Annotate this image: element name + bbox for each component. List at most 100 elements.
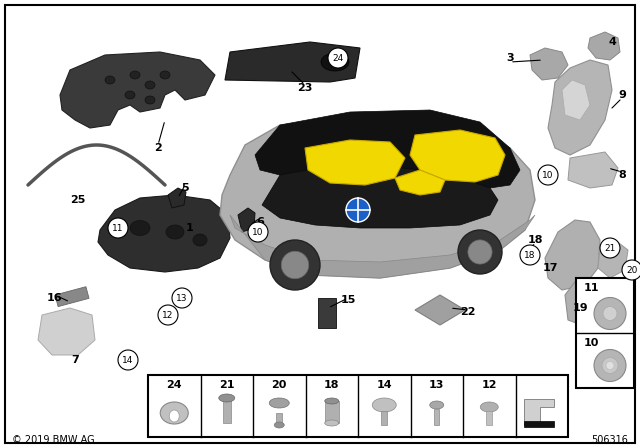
Ellipse shape	[429, 401, 444, 409]
Circle shape	[600, 238, 620, 258]
Ellipse shape	[125, 91, 135, 99]
Polygon shape	[530, 48, 568, 80]
Text: 4: 4	[608, 37, 616, 47]
Text: 17: 17	[542, 263, 557, 273]
Ellipse shape	[145, 81, 155, 89]
Bar	[148, 375, 568, 437]
Text: 10: 10	[252, 228, 264, 237]
Polygon shape	[225, 42, 360, 82]
Text: 2: 2	[154, 143, 162, 153]
Text: 22: 22	[460, 307, 476, 317]
Text: 14: 14	[376, 380, 392, 390]
Text: 21: 21	[219, 380, 234, 390]
Text: 14: 14	[122, 356, 134, 365]
Text: 3: 3	[506, 53, 514, 63]
Ellipse shape	[105, 76, 115, 84]
Polygon shape	[545, 220, 600, 290]
Polygon shape	[395, 170, 445, 195]
Bar	[318, 298, 336, 328]
Ellipse shape	[321, 53, 349, 71]
Circle shape	[281, 251, 308, 279]
Polygon shape	[60, 52, 215, 128]
Bar	[486, 411, 492, 425]
Polygon shape	[562, 80, 590, 120]
Text: 11: 11	[584, 283, 600, 293]
Circle shape	[248, 222, 268, 242]
Text: 10: 10	[542, 171, 554, 180]
Text: 7: 7	[71, 355, 79, 365]
Circle shape	[603, 306, 617, 320]
Polygon shape	[568, 152, 618, 188]
Text: 24: 24	[332, 53, 344, 63]
Text: 9: 9	[618, 90, 626, 100]
Ellipse shape	[169, 410, 179, 422]
Ellipse shape	[324, 420, 339, 426]
Polygon shape	[548, 60, 612, 155]
Text: 13: 13	[429, 380, 444, 390]
Text: 18: 18	[527, 235, 543, 245]
Text: 23: 23	[298, 83, 313, 93]
Text: 16: 16	[47, 293, 63, 303]
Polygon shape	[98, 195, 230, 272]
Bar	[576, 278, 634, 388]
Text: 10: 10	[584, 338, 600, 348]
Text: 18: 18	[524, 250, 536, 259]
Bar	[324, 401, 339, 423]
Circle shape	[158, 305, 178, 325]
Text: 12: 12	[481, 380, 497, 390]
Polygon shape	[565, 278, 610, 328]
Circle shape	[270, 240, 320, 290]
Text: 15: 15	[340, 295, 356, 305]
Ellipse shape	[145, 96, 155, 104]
Polygon shape	[168, 188, 186, 208]
Text: 8: 8	[618, 170, 626, 180]
Circle shape	[328, 48, 348, 68]
Polygon shape	[598, 240, 628, 278]
Polygon shape	[230, 215, 535, 278]
Polygon shape	[410, 130, 505, 182]
Circle shape	[594, 297, 626, 329]
Ellipse shape	[130, 220, 150, 236]
Polygon shape	[255, 110, 520, 188]
Bar	[524, 421, 554, 427]
Polygon shape	[38, 308, 95, 355]
Circle shape	[606, 362, 614, 370]
Ellipse shape	[275, 422, 284, 428]
Ellipse shape	[219, 394, 235, 402]
Text: 1: 1	[186, 223, 194, 233]
Text: 11: 11	[112, 224, 124, 233]
Polygon shape	[415, 295, 465, 325]
Circle shape	[468, 240, 492, 264]
Ellipse shape	[130, 71, 140, 79]
Polygon shape	[220, 118, 535, 278]
Circle shape	[108, 218, 128, 238]
Bar	[276, 413, 282, 425]
Text: 24: 24	[166, 380, 182, 390]
Circle shape	[458, 230, 502, 274]
Ellipse shape	[160, 71, 170, 79]
Text: 19: 19	[572, 303, 588, 313]
Polygon shape	[588, 32, 620, 60]
Circle shape	[346, 198, 370, 222]
Text: 12: 12	[163, 310, 173, 319]
Text: 18: 18	[324, 380, 339, 390]
Text: 506316: 506316	[591, 435, 628, 445]
Polygon shape	[238, 208, 255, 232]
Circle shape	[118, 350, 138, 370]
Bar	[381, 411, 387, 425]
Bar	[435, 409, 439, 425]
Text: 25: 25	[70, 195, 86, 205]
Polygon shape	[262, 165, 498, 228]
Circle shape	[538, 165, 558, 185]
Circle shape	[172, 288, 192, 308]
Ellipse shape	[166, 225, 184, 239]
Text: 13: 13	[176, 293, 188, 302]
Bar	[223, 398, 231, 423]
Circle shape	[622, 260, 640, 280]
Text: 20: 20	[627, 266, 637, 275]
Ellipse shape	[193, 234, 207, 246]
Text: 21: 21	[604, 244, 616, 253]
Text: © 2019 BMW AG: © 2019 BMW AG	[12, 435, 95, 445]
Ellipse shape	[324, 398, 339, 404]
Circle shape	[594, 349, 626, 382]
